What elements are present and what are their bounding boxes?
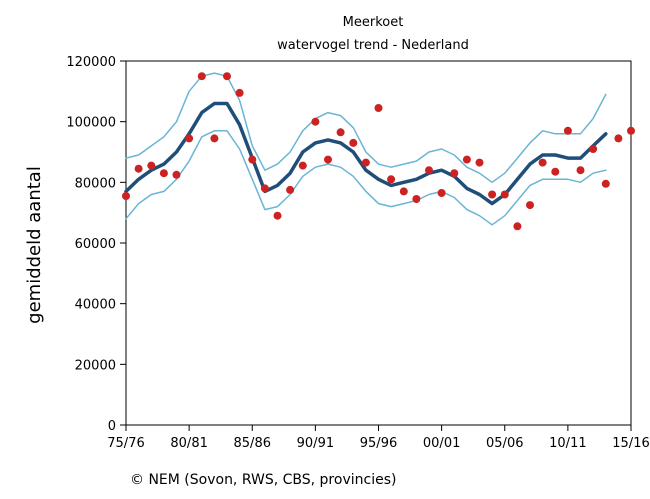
observed-point (513, 222, 522, 231)
observed-point (210, 134, 219, 143)
x-tick-label-6: 05/06 (486, 436, 523, 451)
observed-point (563, 126, 572, 135)
plot-area: 0 20000 40000 60000 80000 100000 120000 75/76 80… (66, 55, 649, 451)
x-tick-label-0: 75/76 (107, 436, 144, 451)
chart-svg: Meerkoet watervogel trend - Nederland ge… (24, 15, 650, 451)
observed-point (286, 185, 295, 194)
observed-point (311, 117, 320, 126)
observed-point (324, 155, 332, 164)
observed-point (349, 138, 358, 147)
x-tick-label-2: 85/86 (234, 436, 271, 451)
source-credit: © NEM (Sovon, RWS, CBS, provincies) (130, 472, 397, 488)
observed-point (147, 161, 156, 170)
observed-point (462, 155, 471, 164)
series-trend-line (124, 101, 608, 206)
observed-point (576, 166, 585, 175)
observed-point (500, 190, 509, 199)
observed-point (475, 158, 484, 167)
y-tick-label-5: 100000 (66, 116, 116, 131)
observed-point (450, 169, 459, 178)
observed-point (488, 190, 497, 199)
x-tick-label-3: 90/91 (297, 436, 334, 451)
observed-point (526, 201, 534, 210)
y-axis-label: gemiddeld aantal (24, 166, 45, 324)
observed-point (273, 211, 282, 220)
x-tick-label-8: 15/16 (612, 436, 649, 451)
series-lower-line (125, 130, 607, 226)
x-tick-label-5: 00/01 (423, 436, 460, 451)
observed-point (589, 145, 598, 153)
y-tick-label-0: 0 (108, 419, 116, 434)
observed-point (387, 175, 396, 184)
observed-point (425, 166, 433, 175)
observed-point (134, 164, 143, 173)
observed-point (248, 155, 257, 164)
observed-point (437, 189, 446, 197)
observed-point (172, 170, 181, 179)
observed-point (298, 161, 307, 170)
series-upper-line (125, 72, 607, 184)
observed-point (223, 72, 231, 81)
x-tick-label-7: 10/11 (549, 436, 586, 451)
y-tick-label-1: 20000 (75, 358, 116, 373)
observed-point (412, 195, 421, 203)
observed-point (627, 126, 635, 135)
observed-point (361, 158, 370, 167)
observed-point (197, 72, 206, 81)
chart-subtitle: watervogel trend - Nederland (277, 38, 469, 53)
observed-point (185, 134, 194, 143)
chart-title: Meerkoet (343, 15, 404, 30)
x-tick-label-1: 80/81 (170, 436, 207, 451)
observed-point (614, 134, 623, 143)
y-tick-label-6: 120000 (66, 55, 116, 70)
observed-point (374, 104, 383, 112)
observed-point (538, 158, 547, 167)
observed-point (399, 187, 408, 196)
y-tick-label-2: 40000 (75, 298, 116, 313)
observed-point (336, 128, 345, 137)
observed-point (551, 167, 560, 176)
y-tick-label-4: 80000 (75, 176, 116, 191)
observed-point (235, 88, 244, 97)
y-tick-label-3: 60000 (75, 237, 116, 252)
observed-point (260, 184, 269, 193)
observed-point (159, 169, 168, 178)
observed-point (122, 192, 130, 200)
observed-point (601, 179, 610, 188)
x-tick-label-4: 95/96 (360, 436, 397, 451)
